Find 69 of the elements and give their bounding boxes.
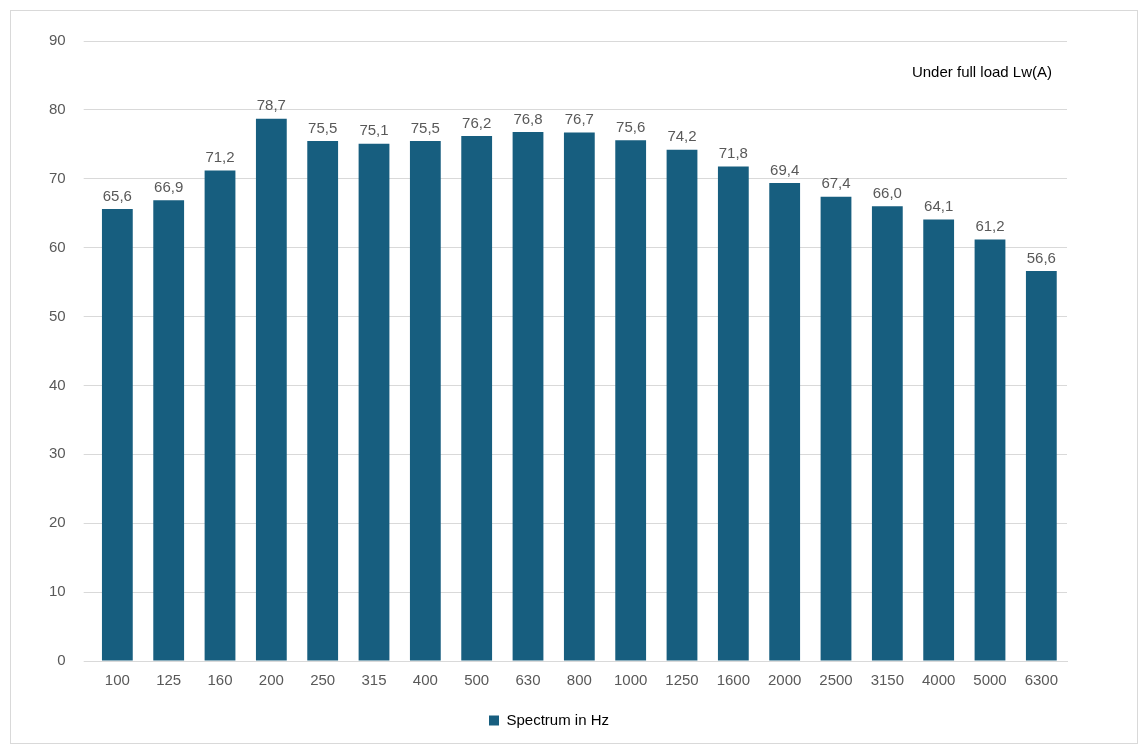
x-tick-label: 125 — [156, 671, 182, 689]
data-label: 64,1 — [924, 197, 954, 215]
y-tick-label: 60 — [49, 237, 66, 255]
data-label: 67,4 — [821, 174, 851, 192]
data-label: 61,2 — [975, 217, 1005, 235]
data-label: 75,6 — [616, 117, 646, 135]
bar — [512, 131, 544, 661]
x-tick-label: 500 — [464, 671, 490, 689]
data-label: 74,2 — [667, 127, 697, 145]
x-tick-label: 800 — [566, 671, 592, 689]
x-tick-label: 3150 — [870, 671, 905, 689]
data-label: 75,5 — [308, 118, 338, 136]
y-tick-label: 0 — [57, 651, 66, 669]
x-tick-label: 1250 — [665, 671, 699, 689]
x-tick-label: 100 — [104, 671, 130, 689]
data-label: 65,6 — [102, 186, 132, 204]
bar — [563, 132, 595, 661]
y-tick-label: 20 — [49, 513, 66, 531]
bar — [769, 182, 801, 661]
data-label: 66,9 — [154, 177, 184, 195]
bar — [101, 209, 133, 661]
y-tick-label: 30 — [49, 444, 66, 462]
data-label: 76,7 — [564, 110, 594, 128]
x-tick-label: 4000 — [921, 671, 956, 689]
annotation: Under full load Lw(A) — [911, 63, 1052, 81]
x-tick-label: 2500 — [819, 671, 853, 689]
x-tick-label: 5000 — [973, 671, 1007, 689]
bar — [409, 140, 441, 661]
bar — [255, 118, 287, 661]
bar — [307, 140, 339, 661]
y-tick-label: 70 — [49, 168, 66, 186]
data-label: 75,1 — [359, 121, 389, 139]
y-tick-label: 40 — [49, 375, 66, 393]
x-tick-label: 250 — [310, 671, 336, 689]
y-tick-label: 80 — [49, 100, 66, 118]
bar — [204, 170, 236, 661]
data-label: 56,6 — [1026, 248, 1056, 266]
bar — [461, 136, 493, 661]
data-label: 71,2 — [205, 148, 235, 166]
bar — [1025, 271, 1057, 661]
bar — [717, 166, 749, 661]
bar — [871, 206, 903, 661]
x-tick-label: 1600 — [716, 671, 751, 689]
x-tick-label: 315 — [361, 671, 387, 689]
x-tick-label: 400 — [412, 671, 438, 689]
data-label: 78,7 — [256, 96, 286, 114]
x-tick-label: 160 — [207, 671, 233, 689]
x-tick-label: 6300 — [1024, 671, 1059, 689]
bar — [358, 143, 390, 661]
y-tick-label: 50 — [49, 306, 66, 324]
y-tick-label: 90 — [49, 31, 66, 49]
data-label: 76,2 — [462, 113, 492, 131]
bar — [820, 196, 852, 661]
y-tick-label: 10 — [49, 582, 66, 600]
bar — [974, 239, 1006, 661]
data-label: 69,4 — [770, 160, 800, 178]
x-tick-label: 2000 — [767, 671, 802, 689]
x-tick-label: 630 — [515, 671, 541, 689]
bar — [666, 149, 698, 661]
x-tick-label: 1000 — [613, 671, 648, 689]
bar — [923, 219, 955, 661]
data-label: 66,0 — [872, 183, 902, 201]
x-tick-label: 200 — [258, 671, 284, 689]
data-label: 76,8 — [513, 109, 543, 127]
data-label: 71,8 — [718, 144, 748, 162]
bar — [153, 200, 185, 661]
bar — [615, 140, 647, 661]
data-label: 75,5 — [410, 118, 440, 136]
legend-label: Spectrum in Hz — [506, 710, 610, 728]
